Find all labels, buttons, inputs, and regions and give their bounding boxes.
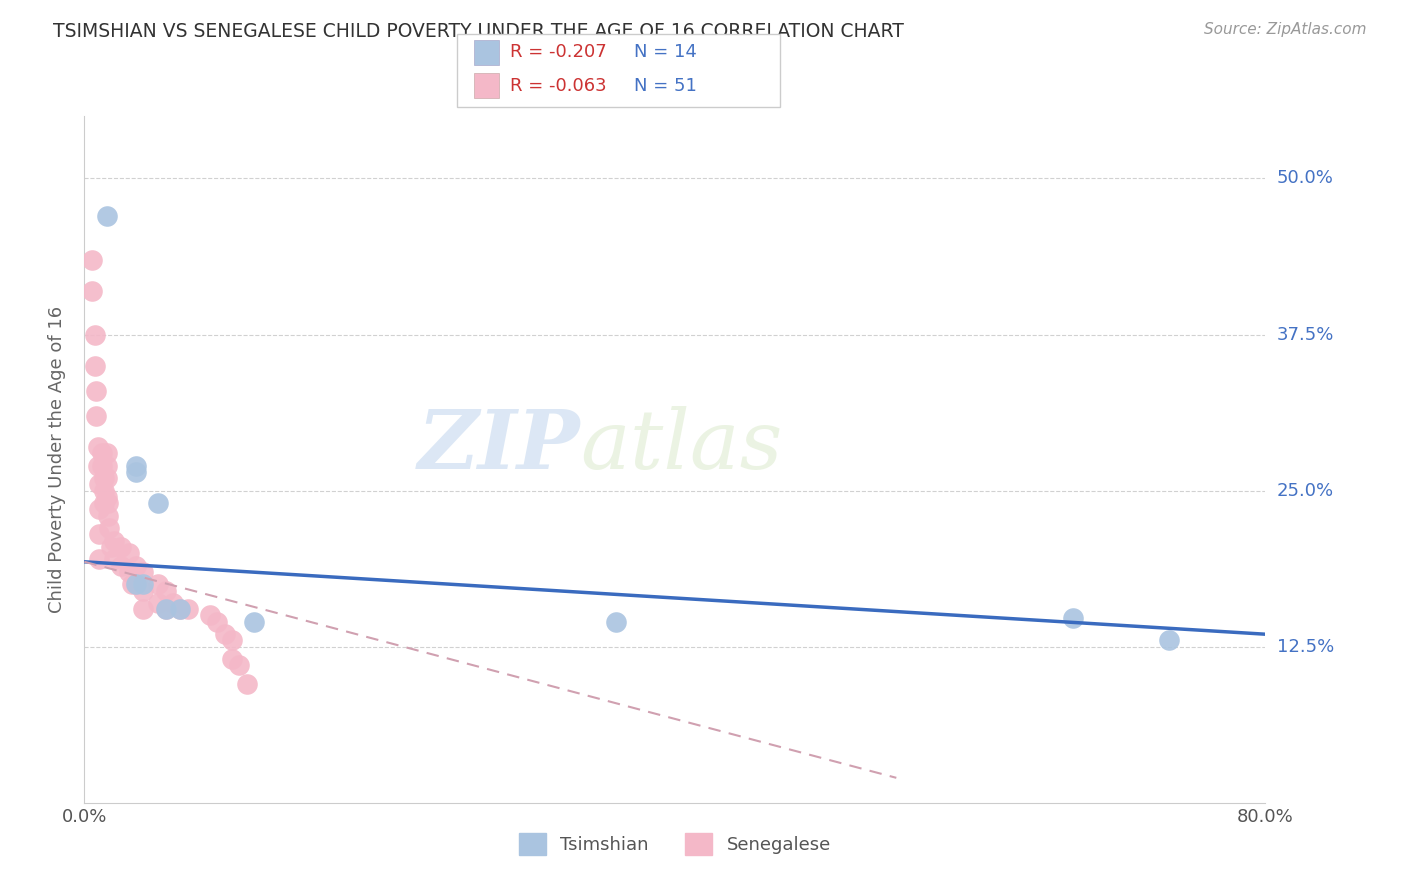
Point: [148, 577, 170, 591]
Point: [177, 602, 200, 616]
Point: [87, 527, 111, 541]
Point: [93, 496, 115, 510]
Text: R = -0.207: R = -0.207: [510, 43, 607, 62]
Text: Source: ZipAtlas.com: Source: ZipAtlas.com: [1204, 22, 1367, 37]
Text: 12.5%: 12.5%: [1277, 638, 1334, 656]
Point: [132, 583, 155, 598]
Point: [228, 658, 250, 673]
Point: [169, 602, 191, 616]
Point: [214, 627, 236, 641]
Point: [96, 209, 118, 223]
Point: [86, 440, 108, 454]
Point: [93, 483, 115, 498]
Point: [87, 502, 111, 516]
Text: TSIMSHIAN VS SENEGALESE CHILD POVERTY UNDER THE AGE OF 16 CORRELATION CHART: TSIMSHIAN VS SENEGALESE CHILD POVERTY UN…: [53, 22, 904, 41]
Point: [80, 284, 103, 298]
Point: [221, 652, 243, 666]
Point: [96, 446, 118, 460]
Point: [155, 602, 177, 616]
Point: [132, 577, 155, 591]
Point: [91, 446, 114, 460]
Point: [155, 583, 177, 598]
Point: [83, 359, 105, 373]
Point: [110, 540, 132, 554]
Point: [243, 615, 266, 629]
Text: N = 51: N = 51: [634, 77, 697, 95]
Point: [236, 677, 259, 691]
Text: 25.0%: 25.0%: [1277, 482, 1334, 500]
Point: [1063, 611, 1085, 625]
Point: [132, 565, 155, 579]
Point: [125, 577, 148, 591]
Text: atlas: atlas: [581, 406, 783, 485]
Point: [103, 552, 125, 566]
Point: [98, 521, 121, 535]
Point: [118, 565, 141, 579]
Point: [125, 465, 148, 479]
Text: 37.5%: 37.5%: [1277, 326, 1334, 343]
Point: [207, 615, 229, 629]
Legend: Tsimshian, Senegalese: Tsimshian, Senegalese: [512, 826, 838, 863]
Point: [84, 384, 107, 398]
Point: [84, 409, 107, 423]
Text: R = -0.063: R = -0.063: [510, 77, 607, 95]
Y-axis label: Child Poverty Under the Age of 16: Child Poverty Under the Age of 16: [48, 306, 66, 613]
Point: [100, 540, 122, 554]
Point: [125, 558, 148, 573]
Point: [86, 458, 108, 473]
Text: ZIP: ZIP: [418, 406, 581, 485]
Point: [169, 602, 191, 616]
Point: [118, 546, 141, 560]
Point: [91, 458, 114, 473]
Point: [97, 508, 120, 523]
Point: [96, 490, 118, 504]
Point: [198, 608, 221, 623]
Point: [80, 252, 103, 267]
Point: [110, 558, 132, 573]
Point: [103, 533, 125, 548]
Point: [96, 471, 118, 485]
Point: [83, 327, 105, 342]
Point: [221, 633, 243, 648]
Point: [121, 577, 143, 591]
Point: [155, 602, 177, 616]
Point: [87, 552, 111, 566]
Point: [162, 596, 184, 610]
Point: [97, 496, 120, 510]
Point: [132, 602, 155, 616]
Point: [1159, 633, 1181, 648]
Point: [125, 458, 148, 473]
Point: [87, 477, 111, 491]
Point: [93, 471, 115, 485]
Text: N = 14: N = 14: [634, 43, 697, 62]
Point: [148, 596, 170, 610]
Point: [125, 577, 148, 591]
Point: [96, 458, 118, 473]
Text: 50.0%: 50.0%: [1277, 169, 1333, 187]
Point: [148, 496, 170, 510]
Point: [605, 615, 627, 629]
